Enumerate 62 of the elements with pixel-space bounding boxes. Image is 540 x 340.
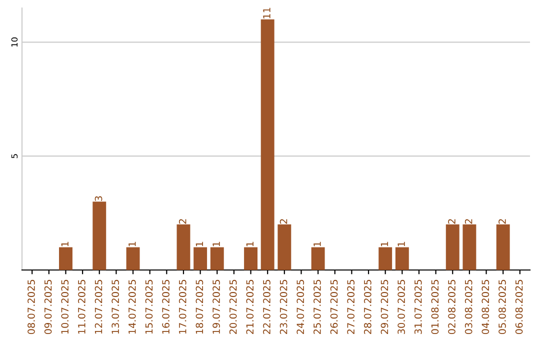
x-tick-label: 04.08.2025: [482, 280, 490, 334]
data-label: 1: [196, 242, 203, 246]
bar: [311, 247, 325, 270]
data-label: 2: [178, 219, 186, 224]
x-tick-label: 02.08.2025: [448, 280, 456, 334]
x-tick-label: 26.07.2025: [330, 280, 338, 334]
x-tick-label: 24.07.2025: [296, 280, 304, 334]
data-label: 1: [380, 242, 388, 246]
data-label: 2: [498, 219, 506, 224]
bar: [462, 224, 476, 270]
x-tick-label: 16.07.2025: [162, 280, 170, 334]
x-tick-label: 13.07.2025: [112, 280, 120, 334]
data-label: 3: [94, 196, 102, 201]
x-tick-label: 15.07.2025: [145, 280, 153, 334]
x-tick-label: 09.07.2025: [44, 280, 52, 334]
data-label: 1: [61, 242, 68, 246]
x-tick-label: 18.07.2025: [196, 280, 204, 334]
x-tick-label: 21.07.2025: [246, 280, 254, 334]
x-tick-label: 01.08.2025: [431, 280, 439, 334]
x-tick-label: 23.07.2025: [280, 280, 288, 334]
x-tick-label: 03.08.2025: [464, 280, 472, 334]
x-tick-label: 12.07.2025: [94, 280, 102, 334]
bar: [92, 202, 106, 270]
data-label: 2: [448, 219, 456, 224]
bar: [278, 224, 292, 270]
x-tick-label: 27.07.2025: [347, 280, 355, 334]
x-tick-label: 05.08.2025: [498, 280, 506, 334]
bar: [395, 247, 409, 270]
data-label: 1: [128, 242, 136, 246]
y-tick-label: 10: [11, 37, 18, 47]
data-label: 11: [263, 8, 270, 18]
data-label: 1: [246, 242, 254, 246]
bar: [496, 224, 510, 270]
bar: [244, 247, 258, 270]
data-label: 2: [464, 219, 472, 224]
x-tick-label: 30.07.2025: [398, 280, 405, 334]
bar: [176, 224, 190, 270]
bar: [378, 247, 392, 270]
x-tick-label: 31.07.2025: [414, 280, 422, 334]
data-label: 2: [280, 219, 288, 224]
data-label: 1: [398, 242, 405, 246]
x-tick-label: 08.07.2025: [28, 280, 35, 334]
x-tick-label: 28.07.2025: [364, 280, 372, 334]
x-tick-label: 10.07.2025: [61, 280, 69, 334]
x-tick-label: 14.07.2025: [128, 280, 136, 334]
data-label: 1: [314, 242, 321, 246]
x-tick-label: 19.07.2025: [212, 280, 220, 334]
data-label: 1: [212, 242, 220, 246]
x-tick-label: 11.07.2025: [78, 280, 86, 334]
y-tick-label: 5: [11, 154, 18, 158]
bar: [260, 19, 274, 270]
x-tick-label: 17.07.2025: [178, 280, 186, 334]
bar: [59, 247, 72, 270]
x-tick-label: 06.08.2025: [515, 280, 523, 334]
bar: [446, 224, 460, 270]
x-tick-label: 22.07.2025: [263, 280, 270, 334]
x-tick-label: 25.07.2025: [314, 280, 321, 334]
x-tick-label: 29.07.2025: [380, 280, 388, 334]
bar: [194, 247, 208, 270]
bar: [210, 247, 224, 270]
bar: [126, 247, 140, 270]
x-tick-label: 20.07.2025: [229, 280, 237, 334]
